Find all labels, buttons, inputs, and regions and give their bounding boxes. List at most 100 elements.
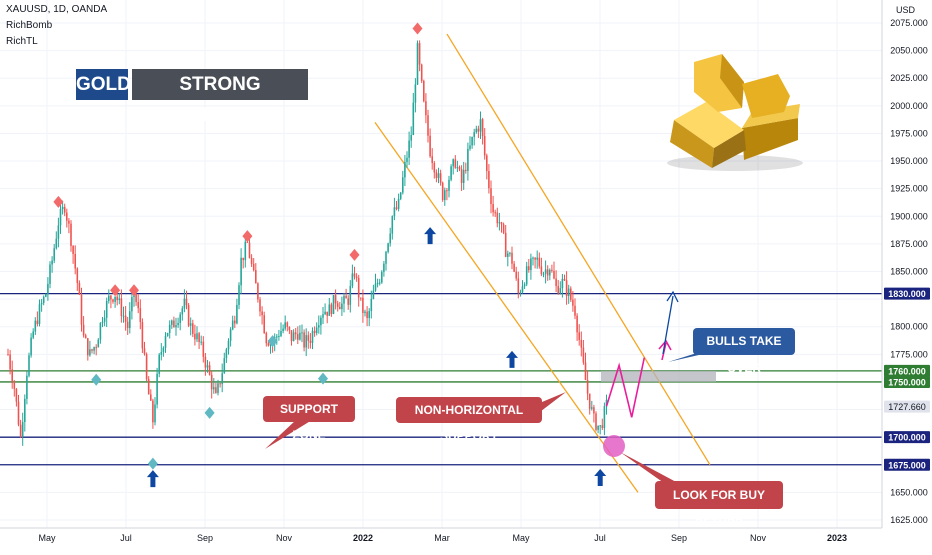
candle-body <box>103 317 106 322</box>
projection-zigzag <box>605 357 646 418</box>
candle-body <box>137 301 139 309</box>
level-tag-bg <box>884 458 930 471</box>
candle-body <box>444 190 446 201</box>
candle-body <box>395 207 398 209</box>
candle-body <box>605 399 608 407</box>
low-marker <box>147 457 158 470</box>
candle-body <box>49 264 51 284</box>
candle-body <box>301 332 303 334</box>
candle-body <box>460 169 463 183</box>
candle-body <box>584 362 587 380</box>
candle-body <box>486 155 488 172</box>
high-marker <box>129 284 139 297</box>
candle-body <box>399 192 402 199</box>
candle-body <box>465 169 467 171</box>
candle-body <box>490 188 492 205</box>
candle-body <box>250 257 253 264</box>
candle-body <box>189 323 192 326</box>
x-tick-label: May <box>38 533 56 543</box>
candle-body <box>324 311 326 315</box>
candle-body <box>450 166 452 180</box>
candle-body <box>38 304 41 325</box>
gold-bar-front-top <box>674 102 744 148</box>
candle-body <box>76 268 79 284</box>
candle-body <box>219 383 221 385</box>
indicator-richtl[interactable]: RichTL <box>6 36 38 47</box>
candle-body <box>231 320 234 330</box>
candle-body <box>61 206 64 210</box>
candle-body <box>59 209 62 226</box>
candle-body <box>471 136 473 146</box>
buy-arrow <box>146 470 159 488</box>
candle-body <box>89 349 91 356</box>
candle-body <box>467 148 469 171</box>
candle-body <box>141 322 144 349</box>
candle-body <box>116 296 118 301</box>
candle-body <box>544 269 547 274</box>
candle-body <box>259 299 261 312</box>
candle-body <box>351 273 354 286</box>
y-tick-label: 1975.000 <box>890 128 928 138</box>
candle-body <box>555 278 557 287</box>
candle-body <box>299 332 301 340</box>
candle-body <box>355 276 358 278</box>
candle-body <box>158 354 160 374</box>
x-tick-label: Sep <box>197 533 213 543</box>
candle-body <box>11 369 13 383</box>
candle-body <box>84 335 87 339</box>
candle-body <box>51 260 53 265</box>
candle-body <box>156 373 158 405</box>
candle-body <box>599 425 601 427</box>
x-tick-label: Nov <box>276 533 293 543</box>
price-levels <box>0 292 882 466</box>
candle-body <box>511 252 513 264</box>
level-tag-bg <box>884 431 930 444</box>
signal-markers <box>53 22 607 488</box>
candle-body <box>45 294 47 297</box>
candle-body <box>570 288 572 300</box>
x-tick-label: Nov <box>750 533 767 543</box>
time-axis: May Jul Sep Nov 2022 Mar May Jul Sep Nov 2023 <box>0 527 882 543</box>
title-gold: GOLD <box>76 69 131 100</box>
candle-body <box>339 306 341 310</box>
candle-body <box>404 162 406 178</box>
candle-body <box>66 212 68 221</box>
candle-body <box>410 135 412 141</box>
y-tick-label: 1925.000 <box>890 184 928 194</box>
candle-body <box>479 119 482 132</box>
candle-body <box>257 283 259 300</box>
candle-body <box>473 132 475 137</box>
indicator-richbomb[interactable]: RichBomb <box>6 20 53 31</box>
candle-body <box>387 243 389 252</box>
level-tag-label: 1700.000 <box>888 433 926 443</box>
candle-body <box>19 424 22 437</box>
candle-body <box>322 314 324 318</box>
gold-shadow <box>667 155 803 171</box>
candle-body <box>496 212 499 224</box>
candle-body <box>414 84 417 103</box>
high-marker <box>242 230 253 243</box>
candle-body <box>328 304 331 316</box>
candle-body <box>91 349 93 351</box>
candle-body <box>448 179 450 191</box>
candle-body <box>517 278 520 293</box>
candle-body <box>40 303 43 305</box>
candle-body <box>166 333 169 337</box>
buy-setups-pointer <box>620 452 678 483</box>
candle-body <box>171 320 173 325</box>
y-tick-label: 1775.000 <box>890 349 928 359</box>
candle-body <box>330 304 333 314</box>
candle-body <box>42 296 45 304</box>
low-marker <box>318 372 328 385</box>
candle-body <box>9 354 11 370</box>
candle-body <box>378 282 381 284</box>
low-marker <box>91 373 102 386</box>
supply-zone <box>601 370 716 382</box>
candle-body <box>192 323 194 334</box>
candle-body <box>437 173 440 178</box>
level-tag-label: 1830.000 <box>888 289 926 299</box>
candle-body <box>223 358 226 374</box>
buy-zone-circle <box>603 435 625 457</box>
x-tick-label: 2023 <box>827 533 847 543</box>
